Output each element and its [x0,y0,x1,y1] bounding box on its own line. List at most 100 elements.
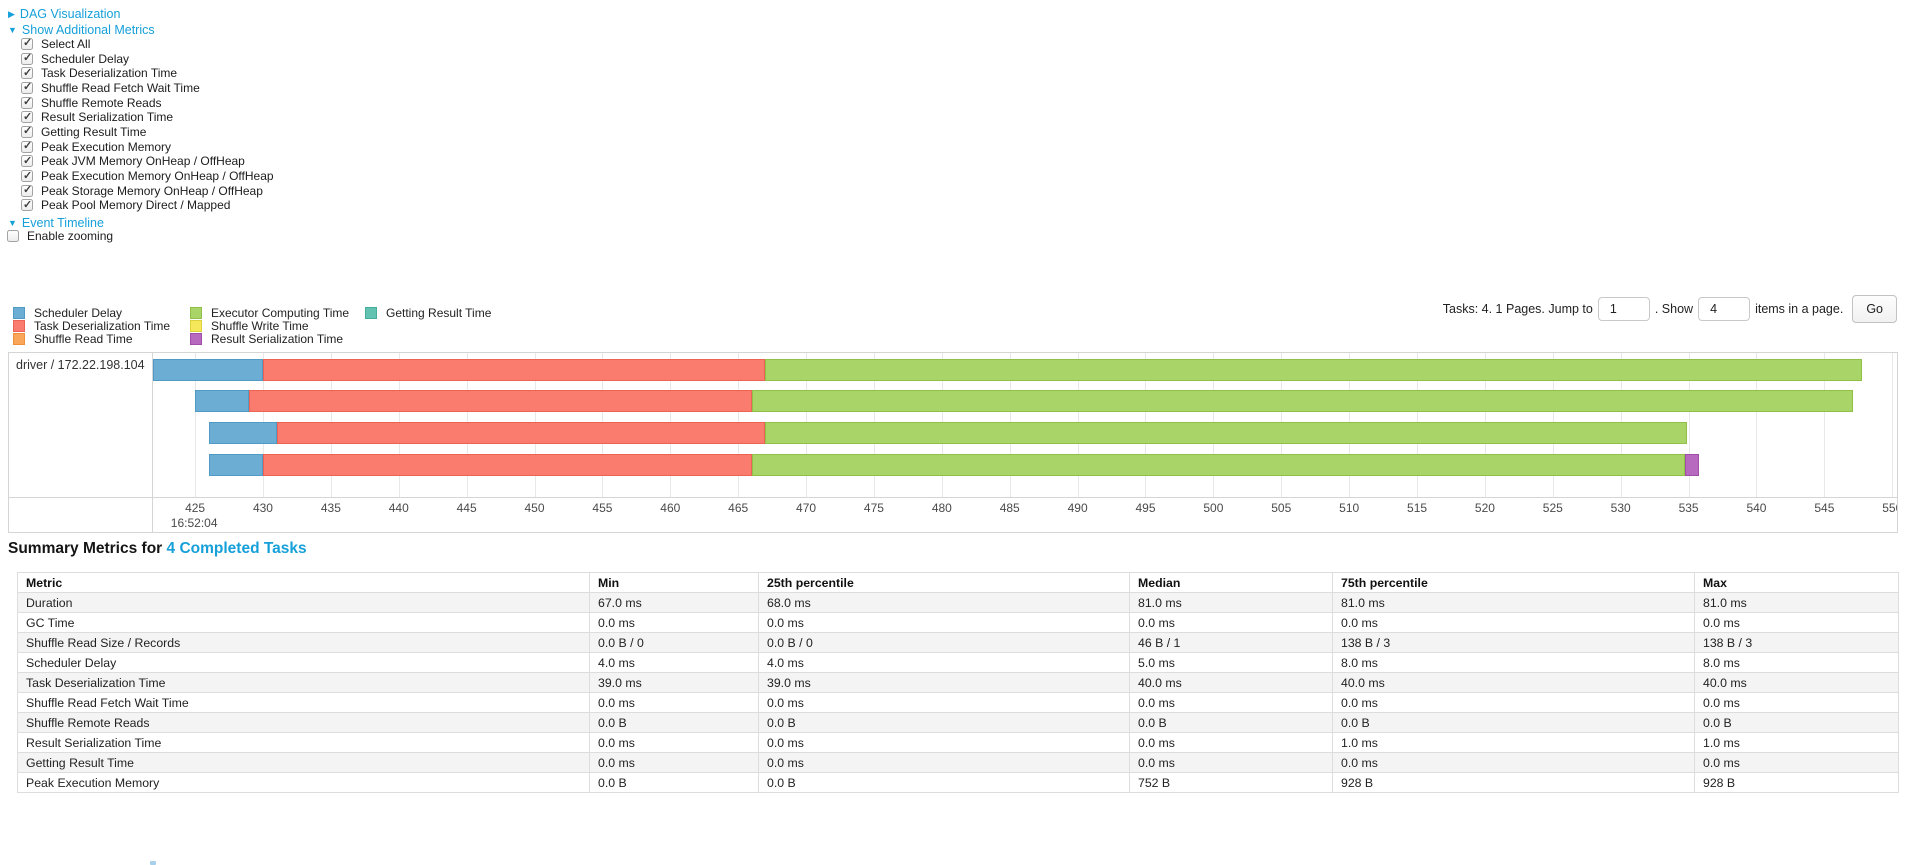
metric-value-cell: 0.0 B / 0 [589,632,759,653]
legend-item-task-deserialization-time: Task Deserialization Time [13,319,170,333]
column-header-min: Min [589,572,759,593]
axis-tick-label: 440 [388,501,409,515]
legend-column: Executor Computing Time Shuffle Write Tim… [190,306,349,346]
metric-value-cell: 0.0 ms [1332,612,1695,633]
metric-checkbox-row: Getting Result Time [21,125,274,140]
checkbox-label-peak-storage-memory-onheap-offheap: Peak Storage Memory OnHeap / OffHeap [41,183,263,198]
metric-value-cell: 0.0 ms [1694,692,1899,713]
metric-value-cell: 0.0 ms [1129,612,1333,633]
caret-down-icon: ▼ [8,217,17,228]
axis-tick-label: 430 [252,501,273,515]
checkbox-peak-jvm-memory-onheap-offheap[interactable] [21,155,33,168]
metric-value-cell: 40.0 ms [1694,672,1899,693]
checkbox-shuffle-remote-reads[interactable] [21,96,33,109]
legend-label-result-serialization-time: Result Serialization Time [211,331,344,346]
metric-name-cell: Peak Execution Memory [17,772,590,793]
show-additional-metrics-toggle[interactable]: ▼ Show Additional Metrics [8,23,155,37]
checkbox-shuffle-read-fetch-wait-time[interactable] [21,81,33,94]
metric-name-cell: Shuffle Read Size / Records [17,632,590,653]
completed-tasks-link[interactable]: 4 Completed Tasks [166,540,307,557]
metric-checkbox-row: Peak Pool Memory Direct / Mapped [21,198,274,213]
metric-name-cell: Duration [17,592,590,613]
summary-metrics-title: Summary Metrics for 4 Completed Tasks [8,540,307,558]
legend-swatch-result-serialization-time [190,332,202,345]
task-4-segment-result-serialization-time[interactable] [1684,454,1700,476]
checkbox-result-serialization-time[interactable] [21,111,33,124]
caret-down-icon: ▼ [8,24,17,35]
checkbox-select-all[interactable] [21,37,33,50]
metric-value-cell: 40.0 ms [1129,672,1333,693]
legend-swatch-scheduler-delay [13,306,25,319]
metric-value-cell: 5.0 ms [1129,652,1333,673]
column-header-25th-percentile: 25th percentile [758,572,1130,593]
legend-item-scheduler-delay: Scheduler Delay [13,306,170,320]
items-per-page-input[interactable] [1698,297,1751,321]
metric-checkbox-row: Shuffle Read Fetch Wait Time [21,81,274,96]
checkbox-label-peak-jvm-memory-onheap-offheap: Peak JVM Memory OnHeap / OffHeap [41,154,245,169]
go-button[interactable]: Go [1852,295,1897,323]
table-row-gc-time: GC Time 0.0 ms 0.0 ms 0.0 ms 0.0 ms 0.0 ms [17,612,1899,633]
task-3-segment-executor-computing-time[interactable] [765,422,1688,444]
axis-tick-label: 520 [1474,501,1495,515]
table-row-shuffle-read-size-records: Shuffle Read Size / Records 0.0 B / 0 0.0 … [17,632,1899,653]
metric-value-cell: 0.0 ms [758,732,1130,753]
task-2-segment-executor-computing-time[interactable] [751,390,1853,412]
timeline-legend: Scheduler Delay Task Deserialization Time… [0,306,560,348]
axis-tick-label: 435 [320,501,341,515]
table-row-result-serialization-time: Result Serialization Time 0.0 ms 0.0 ms 0.0… [17,732,1899,753]
axis-tick-label: 425 [185,501,206,515]
axis-tick-label: 510 [1339,501,1360,515]
executor-row-label: driver / 172.22.198.104 [16,358,145,372]
checkbox-peak-pool-memory-direct-mapped[interactable] [21,199,33,212]
checkbox-peak-execution-memory[interactable] [21,140,33,153]
metric-checkbox-row: Result Serialization Time [21,110,274,125]
metric-name-cell: GC Time [17,612,590,633]
metric-value-cell: 0.0 ms [758,752,1130,773]
pagination-items-text: items in a page. [1755,302,1844,316]
axis-tick-label: 500 [1203,501,1224,515]
event-timeline-toggle[interactable]: ▼ Event Timeline [8,216,104,230]
task-3-segment-scheduler-delay[interactable] [208,422,277,444]
chart-axis-separator [9,497,1897,498]
checkbox-peak-execution-memory-onheap-offheap[interactable] [21,170,33,183]
legend-label-shuffle-read-time: Shuffle Read Time [34,331,133,346]
metric-value-cell: 1.0 ms [1332,732,1695,753]
metric-value-cell: 0.0 ms [589,612,759,633]
metric-value-cell: 81.0 ms [1129,592,1333,613]
task-pagination: Tasks: 4. 1 Pages. Jump to . Show items … [1443,295,1897,323]
axis-tick-label: 470 [796,501,817,515]
legend-item-getting-result-time: Getting Result Time [365,306,491,320]
task-1-segment-task-deserialization-time[interactable] [262,359,766,381]
axis-tick-label: 445 [456,501,477,515]
jump-to-page-input[interactable] [1597,297,1650,321]
metric-name-cell: Task Deserialization Time [17,672,590,693]
table-row-shuffle-read-fetch-wait-time: Shuffle Read Fetch Wait Time 0.0 ms 0.0 ms… [17,692,1899,713]
metric-value-cell: 1.0 ms [1694,732,1899,753]
task-2-segment-scheduler-delay[interactable] [195,390,250,412]
gridline [195,353,197,497]
task-4-segment-task-deserialization-time[interactable] [262,454,752,476]
checkbox-task-deserialization-time[interactable] [21,67,33,80]
metric-name-cell: Scheduler Delay [17,652,590,673]
metric-checkbox-row: Task Deserialization Time [21,66,274,81]
axis-tick-label: 475 [863,501,884,515]
dag-visualization-toggle[interactable]: ▶ DAG Visualization [8,7,120,21]
task-4-segment-executor-computing-time[interactable] [751,454,1685,476]
checkbox-getting-result-time[interactable] [21,125,33,138]
task-1-segment-scheduler-delay[interactable] [153,359,263,381]
task-4-segment-scheduler-delay[interactable] [208,454,263,476]
timeline-plot-area: 425 430 435 440 445 450 455 460 465 470 475 480 485 4… [153,353,1897,532]
task-3-segment-task-deserialization-time[interactable] [276,422,766,444]
metric-checkbox-row: Select All [21,37,274,52]
task-2-segment-task-deserialization-time[interactable] [249,390,752,412]
metric-value-cell: 81.0 ms [1694,592,1899,613]
task-1-segment-executor-computing-time[interactable] [765,359,1863,381]
checkbox-peak-storage-memory-onheap-offheap[interactable] [21,184,33,197]
axis-tick-label: 515 [1407,501,1428,515]
checkbox-scheduler-delay[interactable] [21,52,33,65]
enable-zooming-checkbox[interactable] [7,230,19,242]
table-row-getting-result-time: Getting Result Time 0.0 ms 0.0 ms 0.0 ms 0.0… [17,752,1899,773]
checkbox-label-task-deserialization-time: Task Deserialization Time [41,66,178,81]
metric-value-cell: 0.0 B [758,712,1130,733]
